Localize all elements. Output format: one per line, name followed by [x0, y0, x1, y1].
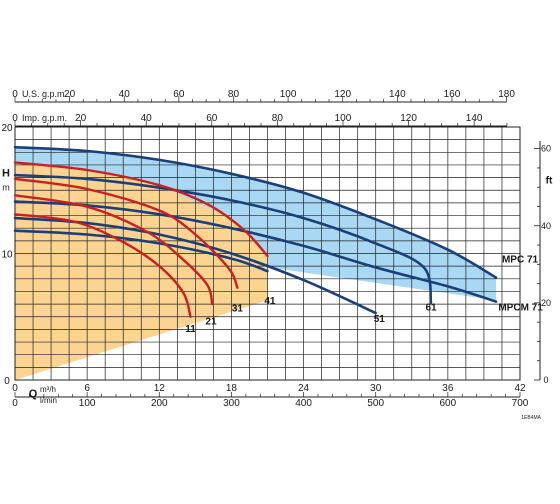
curve-label: 61: [425, 302, 437, 313]
x-tick-label: 0: [12, 383, 18, 394]
imp-gpm-tick-label: 20: [75, 113, 87, 124]
curve-label: 11: [185, 324, 196, 335]
y-axis-unit: m: [2, 182, 10, 192]
x-axis-unit-m3h: m³/h: [40, 385, 56, 394]
curve-label: 21: [205, 316, 217, 327]
imp-gpm-tick-label: 80: [272, 113, 284, 124]
curve-31: [13, 177, 239, 289]
grid: [14, 126, 521, 381]
curve-21: [13, 194, 214, 306]
y-tick-label: 10: [1, 250, 13, 261]
x-axis-label: Q: [29, 388, 38, 400]
us-gpm-tick-label: 140: [389, 89, 406, 100]
lmin-tick-label: 0: [12, 398, 18, 409]
lmin-tick-label: 700: [512, 398, 529, 409]
x-axis-unit-lmin: l/min: [40, 396, 57, 405]
x-tick-label: 12: [154, 383, 166, 394]
us-gpm-tick-label: 20: [64, 89, 76, 100]
ft-axis-label: ft: [546, 176, 553, 187]
us-gpm-tick-label: 40: [119, 89, 131, 100]
axes: [14, 96, 541, 398]
curve-blue-4: [13, 229, 269, 273]
y-tick-label: 0: [4, 376, 10, 387]
curve-label: 41: [264, 296, 276, 307]
imp-gpm-tick-label: 120: [400, 113, 417, 124]
lmin-tick-label: 400: [295, 398, 312, 409]
lmin-tick-label: 500: [367, 398, 384, 409]
ft-tick-label: 0: [543, 375, 548, 385]
us-gpm-tick-label: 0: [12, 89, 18, 100]
ft-tick-label: 40: [541, 221, 551, 231]
ft-tick-label: 60: [541, 144, 551, 154]
footnote: 1EB4MA: [521, 415, 541, 421]
imp-gpm-tick-label: 0: [12, 113, 18, 124]
lmin-tick-label: 200: [151, 398, 168, 409]
curve-label: MPC 71: [502, 254, 539, 265]
imp-gpm-tick-label: 60: [206, 113, 218, 124]
performance-curves: [13, 145, 498, 318]
curve-11: [13, 213, 192, 318]
us-gpm-tick-label: 120: [334, 89, 351, 100]
imp-gpm-tick-label: 40: [141, 113, 153, 124]
curve-mpc71: [13, 145, 498, 279]
x-tick-label: 42: [514, 383, 526, 394]
x-tick-label: 36: [442, 383, 454, 394]
us-gpm-tick-label: 80: [228, 89, 240, 100]
plot-frame: [14, 126, 521, 381]
imp-gpm-tick-label: 100: [335, 113, 352, 124]
us-gpm-tick-label: 60: [173, 89, 185, 100]
curve-label: 31: [232, 304, 244, 315]
curve-mpcm71: [13, 200, 498, 303]
curve-label: MPCM 71: [498, 302, 543, 313]
us-gpm-tick-label: 180: [498, 89, 515, 100]
x-tick-label: 6: [84, 383, 90, 394]
imp-gpm-tick-label: 140: [466, 113, 483, 124]
curve-label: 51: [374, 314, 386, 325]
x-tick-label: 24: [298, 383, 310, 394]
x-tick-label: 18: [226, 383, 238, 394]
ft-tick-label: 20: [541, 298, 551, 308]
y-tick-label: 20: [1, 123, 13, 134]
us-gpm-axis-label: U.S. g.p.m.: [22, 89, 67, 99]
us-gpm-tick-label: 100: [280, 89, 297, 100]
lmin-tick-label: 300: [223, 398, 240, 409]
lmin-tick-label: 100: [79, 398, 96, 409]
curve-61: [13, 173, 433, 305]
curve-41: [13, 161, 269, 258]
x-tick-label: 30: [370, 383, 382, 394]
us-gpm-tick-label: 160: [444, 89, 461, 100]
y-axis-label: H: [2, 167, 10, 179]
lmin-tick-label: 600: [440, 398, 457, 409]
imp-gpm-axis-label: Imp. g.p.m.: [22, 113, 67, 123]
